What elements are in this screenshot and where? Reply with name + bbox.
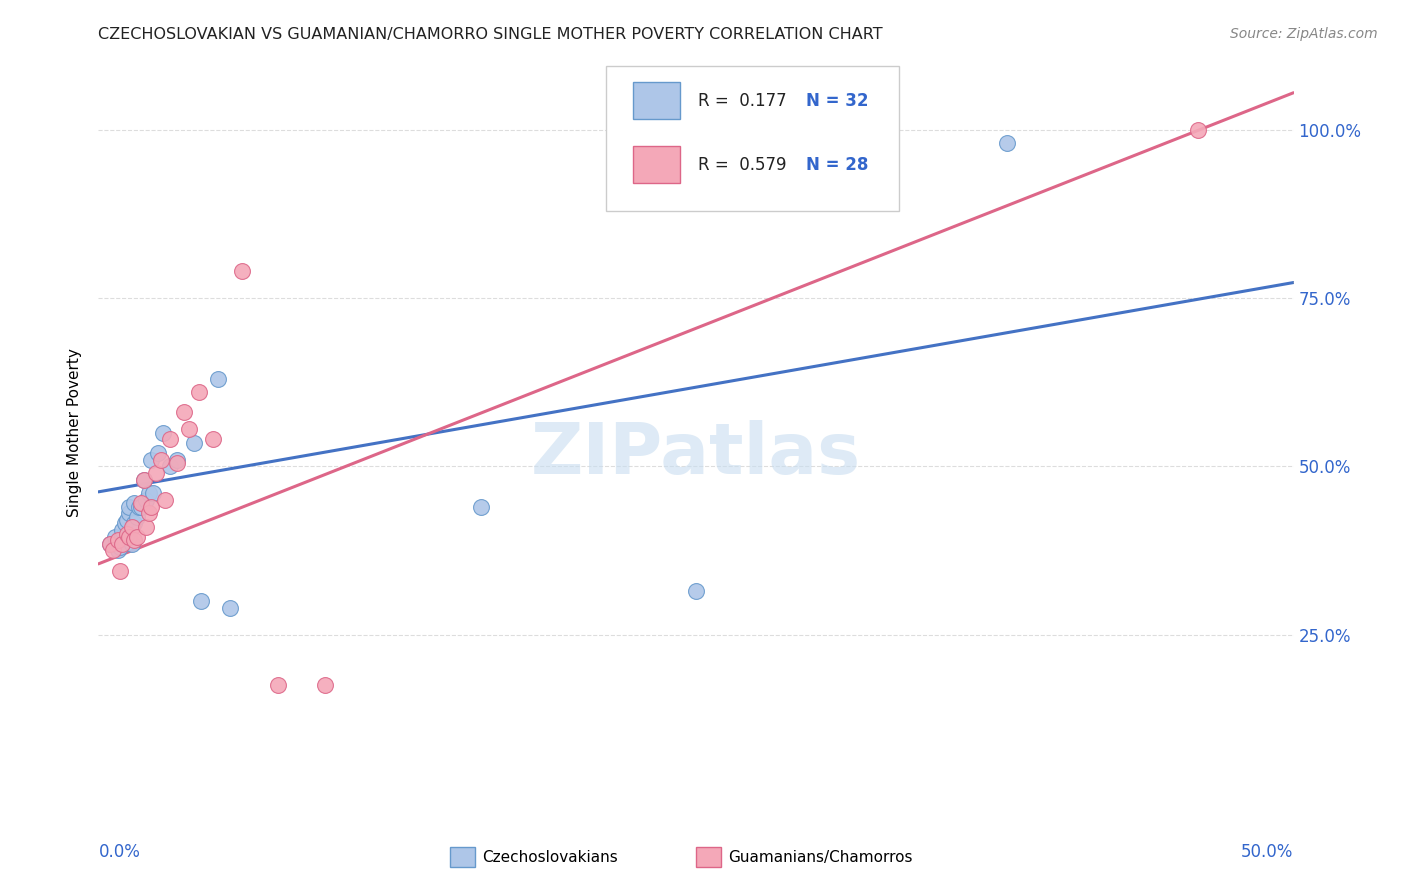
FancyBboxPatch shape (633, 82, 681, 120)
Point (142, 486, 165, 500)
Point (115, 526, 138, 541)
Point (166, 456, 188, 470)
Point (145, 466, 167, 480)
Point (207, 372, 229, 386)
FancyBboxPatch shape (606, 66, 900, 211)
Point (231, 264, 253, 278)
Point (104, 530, 127, 544)
Point (138, 507, 160, 521)
FancyBboxPatch shape (450, 847, 475, 867)
Point (187, 385, 209, 400)
Point (121, 520, 143, 534)
Point (111, 530, 134, 544)
Text: R =  0.177: R = 0.177 (699, 92, 787, 110)
Text: Czechoslovakians: Czechoslovakians (482, 850, 619, 864)
Point (183, 435, 205, 450)
Point (101, 543, 124, 558)
Point (124, 516, 146, 531)
Point (995, 136, 1018, 151)
Point (219, 600, 242, 615)
Point (148, 446, 170, 460)
Point (139, 452, 162, 467)
Point (118, 530, 141, 544)
Text: Source: ZipAtlas.com: Source: ZipAtlas.com (1230, 27, 1378, 41)
Point (267, 678, 290, 692)
Point (139, 500, 162, 514)
Point (190, 594, 212, 608)
Point (152, 425, 174, 440)
Point (159, 433, 181, 447)
Point (124, 496, 146, 510)
Text: 0.0%: 0.0% (98, 843, 141, 861)
Point (132, 473, 155, 487)
Point (111, 523, 134, 537)
Point (685, 583, 707, 598)
Point (179, 422, 201, 436)
Point (111, 536, 134, 550)
Point (173, 405, 195, 419)
Text: ZIPatlas: ZIPatlas (531, 420, 860, 490)
Point (108, 540, 131, 554)
Point (138, 486, 160, 500)
Point (118, 500, 141, 514)
Point (128, 500, 150, 514)
Point (131, 496, 153, 510)
FancyBboxPatch shape (696, 847, 721, 867)
Point (107, 533, 129, 548)
Text: CZECHOSLOVAKIAN VS GUAMANIAN/CHAMORRO SINGLE MOTHER POVERTY CORRELATION CHART: CZECHOSLOVAKIAN VS GUAMANIAN/CHAMORRO SI… (98, 27, 883, 42)
Point (132, 473, 155, 487)
Point (470, 500, 492, 514)
Point (135, 492, 157, 507)
Point (98, 536, 122, 550)
Point (115, 513, 138, 527)
Point (166, 452, 188, 467)
Point (202, 433, 225, 447)
Point (108, 564, 131, 578)
Point (125, 509, 148, 524)
Point (107, 543, 129, 558)
Text: N = 32: N = 32 (806, 92, 869, 110)
Point (159, 459, 181, 474)
Point (315, 678, 337, 692)
Text: R =  0.579: R = 0.579 (699, 155, 787, 174)
Point (118, 507, 141, 521)
Point (125, 530, 148, 544)
Point (149, 452, 172, 467)
FancyBboxPatch shape (633, 146, 681, 183)
Text: N = 28: N = 28 (806, 155, 869, 174)
Point (98, 536, 122, 550)
Point (114, 516, 136, 531)
Point (155, 492, 177, 507)
Point (135, 520, 157, 534)
Text: 50.0%: 50.0% (1241, 843, 1294, 861)
Text: Guamanians/Chamorros: Guamanians/Chamorros (728, 850, 912, 864)
Point (124, 533, 146, 548)
Y-axis label: Single Mother Poverty: Single Mother Poverty (67, 348, 83, 517)
Point (1187, 122, 1209, 136)
Point (121, 536, 143, 550)
Point (131, 500, 153, 514)
